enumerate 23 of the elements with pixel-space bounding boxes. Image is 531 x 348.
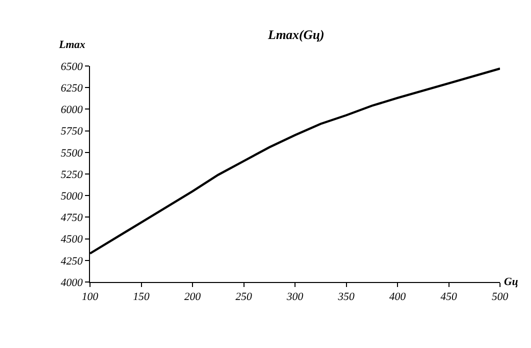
x-tick-label: 350 [337, 291, 355, 304]
y-tick-label: 6500 [60, 60, 84, 73]
x-tick-label: 200 [184, 291, 202, 304]
y-tick-label: 6250 [60, 82, 84, 94]
y-axis-title: Lmax [58, 39, 86, 51]
x-tick-label: 450 [440, 291, 458, 304]
x-tick-label: 300 [286, 291, 304, 304]
x-tick-label: 100 [82, 291, 99, 304]
y-tick-label: 5500 [60, 147, 84, 160]
x-axis-title: Gц [504, 276, 518, 288]
x-tick-label: 400 [389, 291, 406, 304]
y-tick-label: 6000 [60, 104, 84, 116]
y-tick-label: 4500 [60, 234, 84, 246]
x-tick-label: 250 [236, 291, 252, 304]
y-tick-label: 4250 [60, 255, 84, 268]
x-tick-label: 500 [492, 291, 509, 304]
y-tick-label: 5000 [60, 190, 84, 202]
y-tick-label: 4000 [60, 276, 84, 289]
y-tick-label: 4750 [60, 212, 84, 224]
x-tick-label: 150 [133, 291, 150, 304]
y-tick-label: 5750 [60, 126, 84, 138]
chart-title: Lmax(Gц) [267, 27, 324, 42]
y-tick-label: 5250 [60, 168, 84, 181]
